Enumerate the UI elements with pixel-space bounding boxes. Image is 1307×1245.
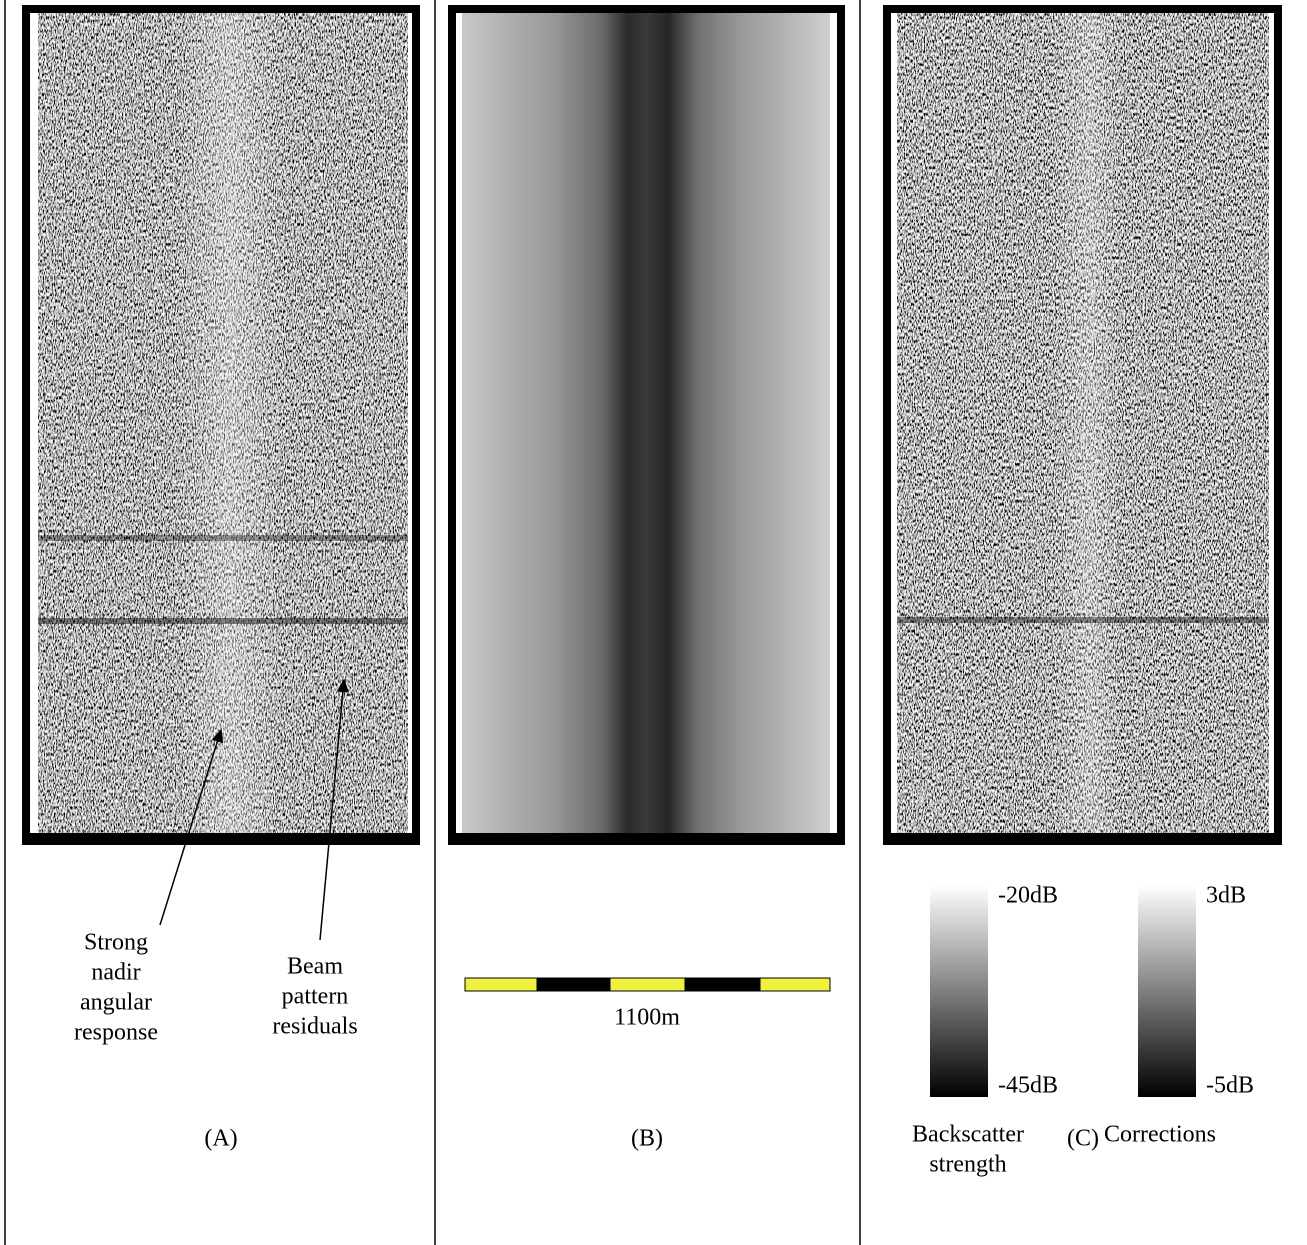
colorbar-max: -20dB xyxy=(998,883,1058,909)
annotation-line: pattern xyxy=(282,984,349,1010)
colorbar xyxy=(1138,885,1196,1097)
scale-label: 1100m xyxy=(614,1005,680,1031)
annotation-line: Strong xyxy=(84,930,148,956)
colorbar xyxy=(930,885,988,1097)
panel-label: (C) xyxy=(1067,1126,1099,1152)
annotation-line: nadir xyxy=(91,960,140,986)
annotation-line: strength xyxy=(929,1152,1006,1178)
panel-label: (A) xyxy=(204,1126,237,1152)
annotation-line: angular xyxy=(80,990,152,1016)
colorbar-min: -45dB xyxy=(998,1073,1058,1099)
annotation-line: Corrections xyxy=(1104,1122,1216,1148)
panel-label: (B) xyxy=(631,1126,663,1152)
annotation-line: Beam xyxy=(287,954,343,980)
image-c xyxy=(883,5,1282,845)
colorbar-max: 3dB xyxy=(1206,883,1246,909)
annotation-line: response xyxy=(74,1020,158,1046)
annotation-line: Backscatter xyxy=(912,1122,1024,1148)
image-b xyxy=(448,5,845,845)
annotation-line: residuals xyxy=(272,1014,357,1040)
colorbar-min: -5dB xyxy=(1206,1073,1254,1099)
arrows xyxy=(159,678,349,941)
scale-bar xyxy=(464,977,831,992)
table-lines xyxy=(4,0,861,1245)
image-a xyxy=(22,5,420,845)
